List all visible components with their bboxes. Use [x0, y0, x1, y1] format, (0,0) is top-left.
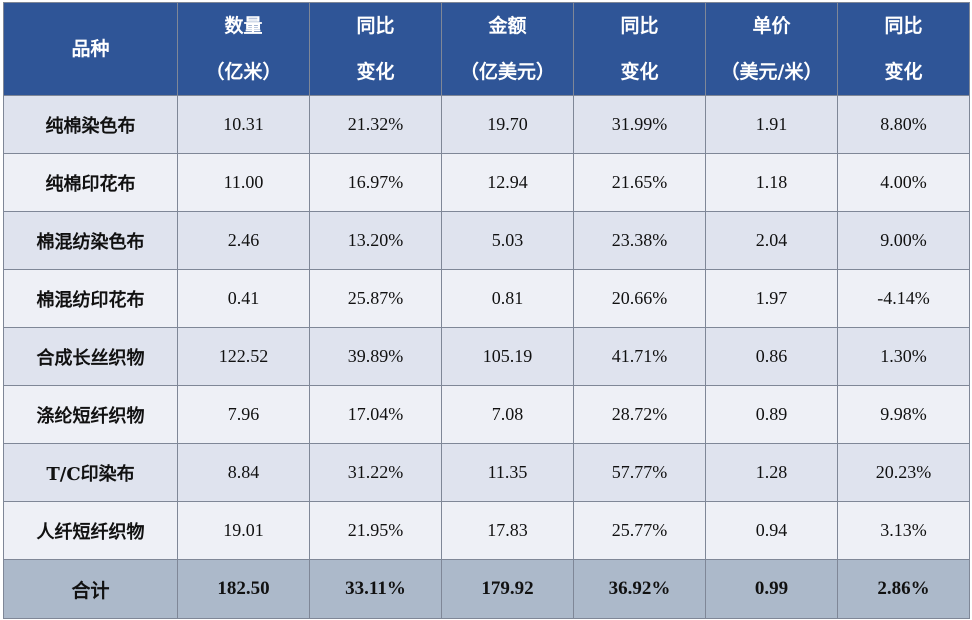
unit-price-cell: 2.04 [705, 211, 838, 270]
total-quantity-yoy-cell: 33.11% [309, 559, 442, 619]
total-row: 合计 182.50 33.11% 179.92 36.92% 0.99 2.86… [3, 559, 970, 619]
unit-price-yoy-cell: 4.00% [837, 153, 970, 212]
variety-cell: 人纤短纤织物 [3, 501, 178, 560]
table-row: T/C印染布 8.84 31.22% 11.35 57.77% 1.28 20.… [3, 443, 970, 502]
header-unit: （亿米） [205, 61, 282, 83]
header-unit: （美元/米） [720, 61, 823, 83]
header-unit-price: 单价 （美元/米） [705, 2, 838, 96]
quantity-yoy-cell: 31.22% [309, 443, 442, 502]
quantity-yoy-cell: 21.95% [309, 501, 442, 560]
unit-price-cell: 0.94 [705, 501, 838, 560]
header-text: 同比 [620, 15, 659, 37]
amount-yoy-cell: 23.38% [573, 211, 706, 270]
header-unit: 变化 [620, 61, 659, 83]
variety-cell: T/C印染布 [3, 443, 178, 502]
quantity-cell: 19.01 [177, 501, 310, 560]
quantity-cell: 10.31 [177, 95, 310, 154]
quantity-yoy-cell: 17.04% [309, 385, 442, 444]
header-text: 金额 [488, 15, 527, 37]
total-unit-price-yoy-cell: 2.86% [837, 559, 970, 619]
header-unit: 变化 [884, 61, 923, 83]
unit-price-yoy-cell: 1.30% [837, 327, 970, 386]
table-container: 品种 数量 （亿米） 同比变化 金额 （亿美元） 同比变化 单价 （美元/米） 同比变… [3, 2, 970, 619]
header-variety: 品种 [3, 2, 178, 96]
unit-price-cell: 1.28 [705, 443, 838, 502]
header-text: 品种 [71, 38, 110, 60]
unit-price-cell: 0.86 [705, 327, 838, 386]
variety-cell: 纯棉染色布 [3, 95, 178, 154]
header-unit: 变化 [356, 61, 395, 83]
amount-yoy-cell: 41.71% [573, 327, 706, 386]
unit-price-cell: 1.97 [705, 269, 838, 328]
quantity-cell: 7.96 [177, 385, 310, 444]
table-row: 纯棉染色布 10.31 21.32% 19.70 31.99% 1.91 8.8… [3, 95, 970, 154]
total-label-cell: 合计 [3, 559, 178, 619]
amount-cell: 105.19 [441, 327, 574, 386]
variety-cell: 合成长丝织物 [3, 327, 178, 386]
unit-price-yoy-cell: 3.13% [837, 501, 970, 560]
quantity-cell: 122.52 [177, 327, 310, 386]
amount-cell: 11.35 [441, 443, 574, 502]
quantity-cell: 8.84 [177, 443, 310, 502]
quantity-yoy-cell: 16.97% [309, 153, 442, 212]
table-header: 品种 数量 （亿米） 同比变化 金额 （亿美元） 同比变化 单价 （美元/米） 同比变… [3, 2, 970, 96]
table-row: 棉混纺染色布 2.46 13.20% 5.03 23.38% 2.04 9.00… [3, 211, 970, 270]
quantity-cell: 0.41 [177, 269, 310, 328]
quantity-yoy-cell: 25.87% [309, 269, 442, 328]
variety-cell: 棉混纺印花布 [3, 269, 178, 328]
header-quantity: 数量 （亿米） [177, 2, 310, 96]
total-amount-cell: 179.92 [441, 559, 574, 619]
header-amount: 金额 （亿美元） [441, 2, 574, 96]
unit-price-yoy-cell: 20.23% [837, 443, 970, 502]
quantity-cell: 2.46 [177, 211, 310, 270]
table-row: 涤纶短纤织物 7.96 17.04% 7.08 28.72% 0.89 9.98… [3, 385, 970, 444]
table-row: 纯棉印花布 11.00 16.97% 12.94 21.65% 1.18 4.0… [3, 153, 970, 212]
unit-price-cell: 0.89 [705, 385, 838, 444]
variety-cell: 纯棉印花布 [3, 153, 178, 212]
amount-cell: 19.70 [441, 95, 574, 154]
amount-cell: 7.08 [441, 385, 574, 444]
quantity-yoy-cell: 13.20% [309, 211, 442, 270]
unit-price-cell: 1.91 [705, 95, 838, 154]
table-row: 人纤短纤织物 19.01 21.95% 17.83 25.77% 0.94 3.… [3, 501, 970, 560]
amount-cell: 17.83 [441, 501, 574, 560]
unit-price-yoy-cell: 9.00% [837, 211, 970, 270]
unit-price-yoy-cell: 8.80% [837, 95, 970, 154]
variety-cell: 棉混纺染色布 [3, 211, 178, 270]
amount-yoy-cell: 20.66% [573, 269, 706, 328]
header-row: 品种 数量 （亿米） 同比变化 金额 （亿美元） 同比变化 单价 （美元/米） 同比变… [3, 2, 970, 96]
total-unit-price-cell: 0.99 [705, 559, 838, 619]
amount-cell: 12.94 [441, 153, 574, 212]
unit-price-yoy-cell: 9.98% [837, 385, 970, 444]
header-unit: （亿美元） [459, 61, 555, 83]
amount-cell: 5.03 [441, 211, 574, 270]
amount-yoy-cell: 28.72% [573, 385, 706, 444]
variety-cell: 涤纶短纤织物 [3, 385, 178, 444]
amount-yoy-cell: 57.77% [573, 443, 706, 502]
header-text: 同比 [884, 15, 923, 37]
header-quantity-yoy: 同比 变化 [309, 2, 442, 96]
quantity-yoy-cell: 21.32% [309, 95, 442, 154]
quantity-cell: 11.00 [177, 153, 310, 212]
amount-yoy-cell: 25.77% [573, 501, 706, 560]
amount-yoy-cell: 31.99% [573, 95, 706, 154]
total-amount-yoy-cell: 36.92% [573, 559, 706, 619]
header-text: 单价 [752, 15, 791, 37]
table-row: 合成长丝织物 122.52 39.89% 105.19 41.71% 0.86 … [3, 327, 970, 386]
total-quantity-cell: 182.50 [177, 559, 310, 619]
header-unit-price-yoy: 同比 变化 [837, 2, 970, 96]
unit-price-cell: 1.18 [705, 153, 838, 212]
header-amount-yoy: 同比 变化 [573, 2, 706, 96]
textile-export-table: 品种 数量 （亿米） 同比变化 金额 （亿美元） 同比变化 单价 （美元/米） 同比变… [3, 2, 970, 619]
header-text: 同比 [356, 15, 395, 37]
quantity-yoy-cell: 39.89% [309, 327, 442, 386]
amount-yoy-cell: 21.65% [573, 153, 706, 212]
table-body: 纯棉染色布 10.31 21.32% 19.70 31.99% 1.91 8.8… [3, 95, 970, 619]
unit-price-yoy-cell: -4.14% [837, 269, 970, 328]
header-text: 数量 [224, 15, 263, 37]
table-row: 棉混纺印花布 0.41 25.87% 0.81 20.66% 1.97 -4.1… [3, 269, 970, 328]
amount-cell: 0.81 [441, 269, 574, 328]
